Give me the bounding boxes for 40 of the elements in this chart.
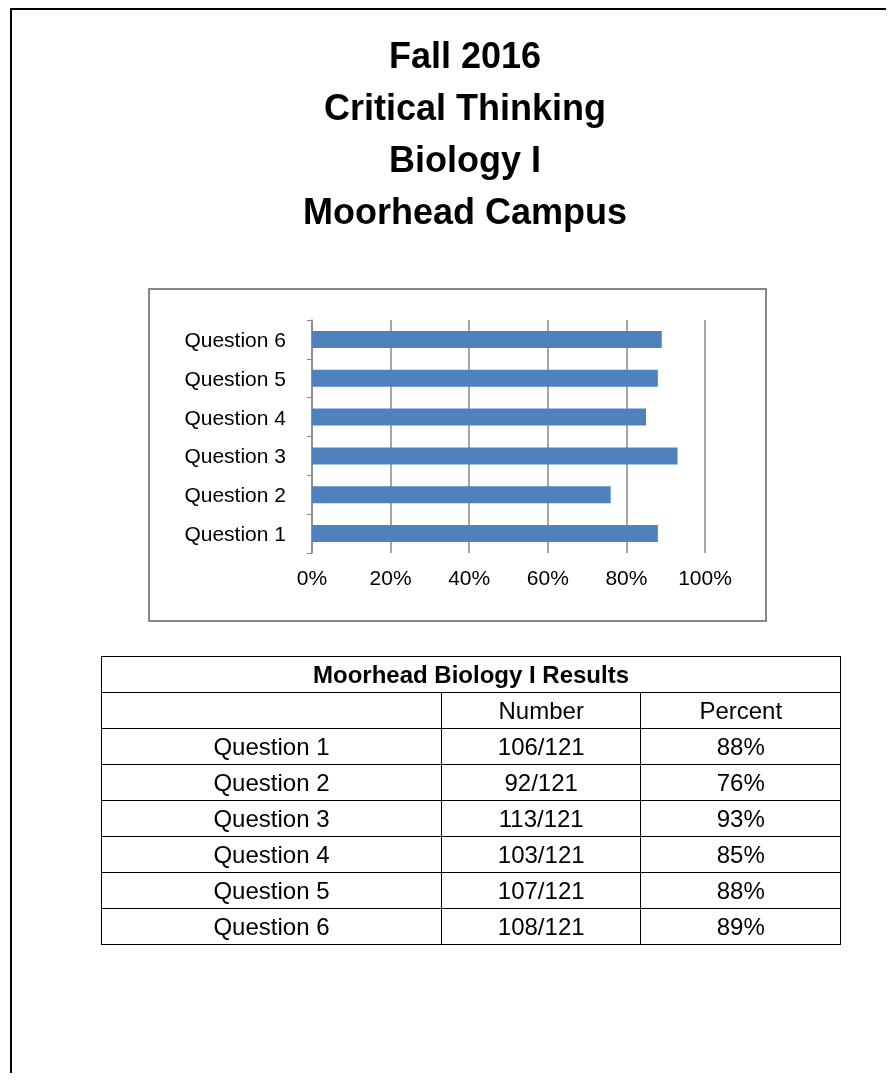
- bar: [312, 486, 611, 504]
- y-tick-label: Question 2: [184, 483, 286, 507]
- x-tick-label: 80%: [605, 566, 648, 589]
- data-label: 85%: [640, 836, 841, 873]
- data-label: 89%: [640, 908, 841, 945]
- y-tick-label: Question 3: [184, 444, 286, 468]
- data-label: 92/121: [441, 764, 641, 801]
- text: Moorhead Biology I Results: [101, 656, 841, 693]
- text: Number: [441, 692, 641, 729]
- data-label: 88%: [640, 728, 841, 765]
- bar: [312, 525, 658, 543]
- x-tick-label: 100%: [678, 566, 732, 589]
- data-label: 93%: [640, 800, 841, 837]
- data-label: 108/121: [441, 908, 641, 945]
- y-tick-label: Question 1: [184, 522, 286, 546]
- category-label: Question 3: [101, 800, 442, 837]
- bar: [312, 408, 647, 426]
- x-tick-label: 40%: [448, 566, 491, 589]
- category-label: Question 1: [101, 728, 442, 765]
- bar: [312, 447, 678, 465]
- y-tick-label: Question 4: [184, 405, 287, 429]
- bar: [312, 369, 658, 387]
- x-tick-label: 60%: [526, 566, 569, 589]
- data-label: 76%: [640, 764, 841, 801]
- data-label: 113/121: [441, 800, 641, 837]
- text: Percent: [640, 692, 841, 729]
- x-tick-label: 0%: [296, 566, 328, 589]
- data-label: 88%: [640, 872, 841, 909]
- data-label: 107/121: [441, 872, 641, 909]
- data-label: 106/121: [441, 728, 641, 765]
- category-label: Question 5: [101, 872, 442, 909]
- y-tick-label: Question 6: [184, 327, 286, 351]
- category-label: Question 4: [101, 836, 442, 873]
- chart-title: Fall 2016 Critical Thinking Biology I Moorhead Campus: [301, 34, 628, 234]
- y-tick-label: Question 5: [184, 366, 286, 390]
- bar: [312, 330, 662, 348]
- x-tick-label: 20%: [369, 566, 412, 589]
- data-label: 103/121: [441, 836, 641, 873]
- category-label: Question 6: [101, 908, 442, 945]
- category-label: Question 2: [101, 764, 442, 801]
